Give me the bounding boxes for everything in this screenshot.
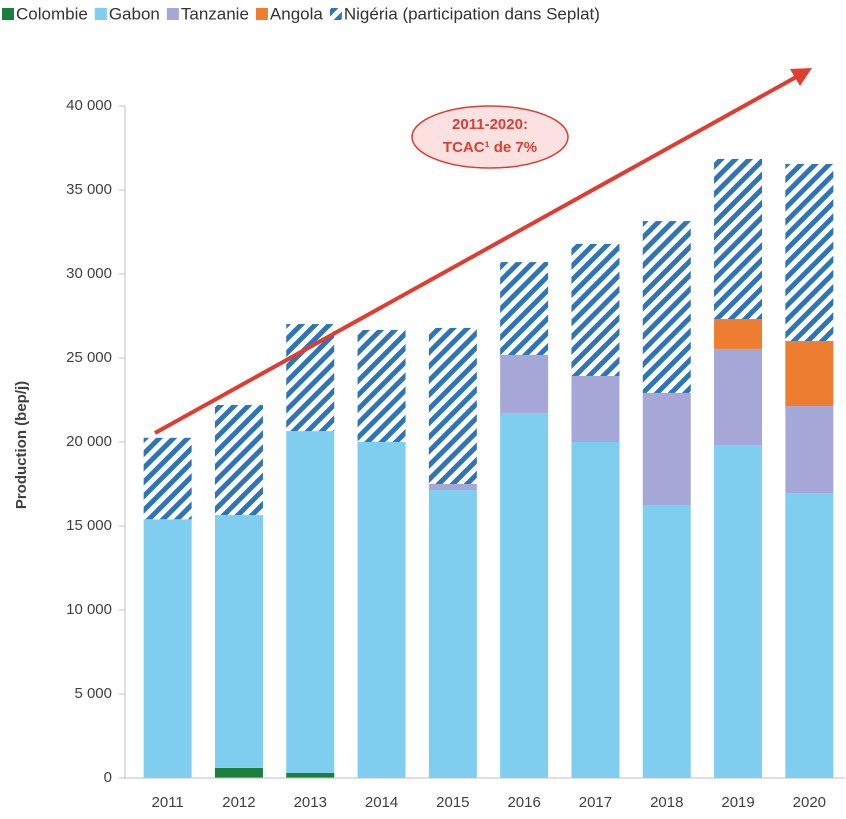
bar-segment	[714, 348, 763, 446]
x-tick-label: 2011	[152, 794, 184, 811]
x-tick-label: 2012	[222, 794, 255, 811]
y-tick-label: 10 000	[66, 601, 112, 618]
y-tick-label: 35 000	[66, 181, 112, 198]
x-tick-label: 2015	[436, 794, 469, 811]
bar-segment	[286, 431, 335, 773]
bar-segment	[428, 490, 477, 778]
bar-segment	[571, 442, 620, 778]
bar-segment	[428, 327, 477, 484]
x-tick-label: 2019	[721, 794, 754, 811]
legend-swatch	[2, 8, 14, 20]
legend-label: Angola	[270, 4, 323, 23]
legend-label: Gabon	[109, 4, 160, 23]
x-tick-label: 2013	[294, 794, 327, 811]
trend-arrow	[154, 74, 799, 435]
x-tick-label: 2018	[650, 794, 683, 811]
legend-swatch	[166, 8, 179, 20]
bar-segment	[642, 505, 691, 778]
legend-label: Colombie	[16, 4, 88, 23]
y-axis-label: Production (bep/j)	[13, 381, 30, 509]
y-tick-label: 25 000	[66, 349, 112, 366]
annotation-text: TCAC¹ de 7%	[443, 139, 537, 156]
bar-segment	[571, 375, 620, 442]
bar-segment	[714, 158, 763, 320]
bar-segment	[642, 392, 691, 505]
bar-segment	[214, 767, 263, 778]
bar-segment	[714, 319, 763, 349]
y-tick-label: 30 000	[66, 265, 112, 282]
bar-segment	[143, 437, 192, 520]
annotation-bubble	[411, 105, 569, 169]
bar-segment	[500, 354, 549, 413]
x-tick-label: 2020	[793, 794, 826, 811]
y-tick-label: 40 000	[66, 97, 112, 114]
bar-segment	[571, 243, 620, 376]
bar-segment	[785, 493, 834, 778]
bar-segment	[500, 262, 549, 355]
legend-swatch	[94, 8, 107, 20]
x-tick-label: 2017	[579, 794, 612, 811]
bar-segment	[785, 406, 834, 494]
x-tick-label: 2016	[507, 794, 540, 811]
legend-swatch	[329, 8, 342, 20]
y-tick-label: 15 000	[66, 517, 112, 534]
legend-label: Nigéria (participation dans Seplat)	[344, 4, 600, 23]
bar-segment	[785, 163, 834, 342]
bar-segment	[785, 341, 834, 407]
bar-segment	[286, 324, 335, 432]
bar-segment	[143, 519, 192, 778]
bar-segment	[714, 445, 763, 778]
arrow-head	[790, 68, 812, 86]
bar-segment	[500, 412, 549, 778]
bar-segment	[214, 405, 263, 516]
bar-segment	[357, 442, 406, 778]
y-tick-label: 0	[104, 769, 112, 786]
bar-segment	[286, 772, 335, 778]
x-tick-label: 2014	[365, 794, 398, 811]
bar-segment	[214, 515, 263, 768]
y-tick-label: 20 000	[66, 433, 112, 450]
y-tick-label: 5 000	[74, 685, 112, 702]
annotation-text: 2011-2020:	[452, 116, 528, 133]
legend-label: Tanzanie	[181, 4, 249, 23]
bar-segment	[357, 329, 406, 442]
bar-segment	[428, 484, 477, 491]
bar-segment	[642, 221, 691, 393]
legend-swatch	[255, 8, 268, 20]
